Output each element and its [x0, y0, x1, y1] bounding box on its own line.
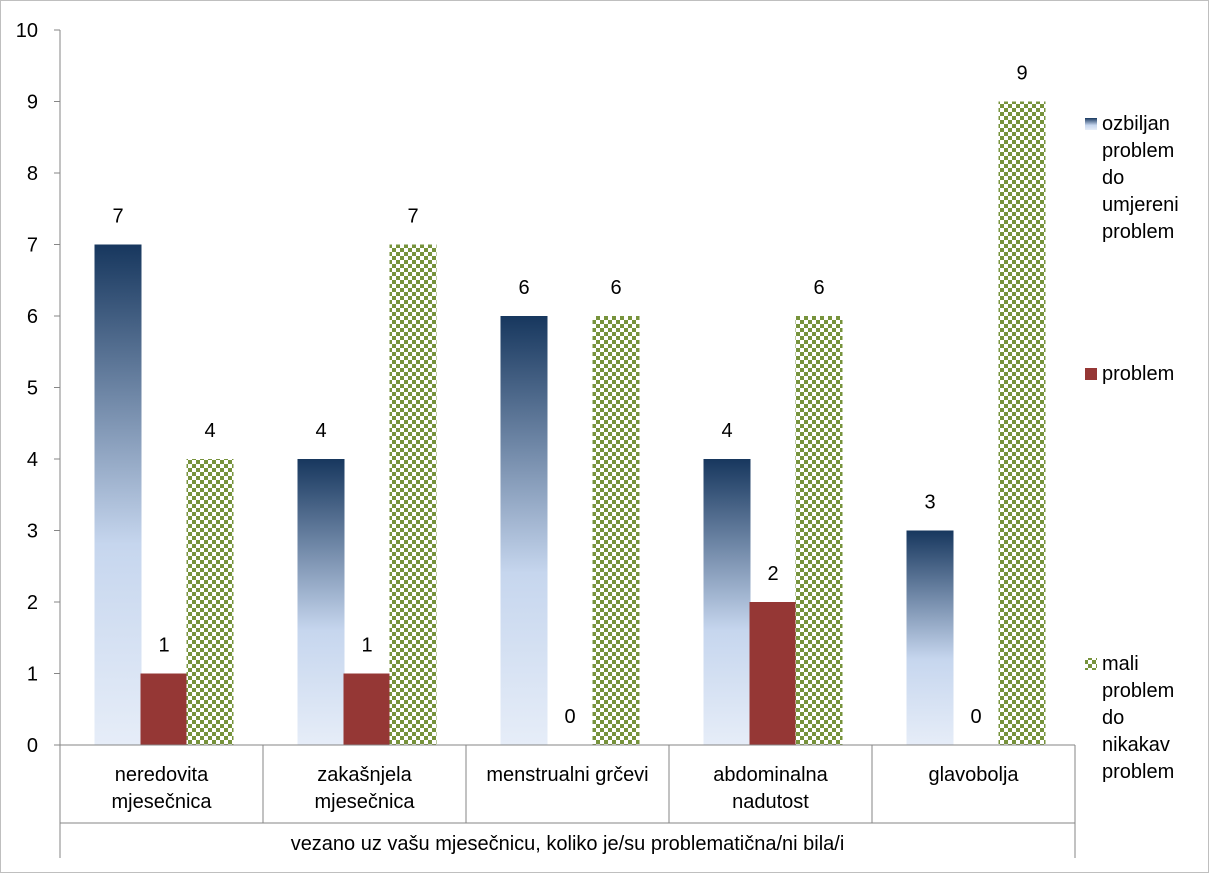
data-label: 4: [315, 420, 326, 442]
y-tick-label: 8: [27, 163, 38, 185]
data-label: 9: [1016, 63, 1027, 85]
data-label: 1: [158, 635, 169, 657]
bar-series-3: [998, 101, 1046, 745]
legend-label: ozbiljan: [1102, 113, 1170, 135]
bar-series-1: [297, 459, 345, 745]
legend-label: problem: [1102, 363, 1174, 385]
legend-label: problem: [1102, 140, 1174, 162]
y-tick-label: 6: [27, 306, 38, 328]
legend: ozbiljan problem do umjereni problem problem m…: [1085, 113, 1179, 783]
data-label: 1: [361, 635, 372, 657]
y-tick-label: 9: [27, 92, 38, 114]
bar-series-1: [703, 459, 751, 745]
data-label: 0: [564, 706, 575, 728]
category-label: abdominalna: [713, 764, 828, 786]
category-label: menstrualni grčevi: [486, 764, 648, 786]
data-labels: 7 4 6 4 3 1 1 0 2 0 4 7 6 6 9: [112, 63, 1027, 729]
bars: [94, 101, 1046, 745]
legend-label: mali: [1102, 653, 1139, 675]
y-tick-label: 10: [16, 20, 38, 42]
bar-series-2: [140, 673, 188, 745]
y-tick-label: 1: [27, 664, 38, 686]
category-label: glavobolja: [928, 764, 1019, 786]
group-label: vezano uz vašu mjesečnicu, koliko je/su …: [291, 833, 845, 855]
legend-label: nikakav: [1102, 734, 1170, 756]
bar-series-3: [795, 316, 843, 745]
y-tick-label: 7: [27, 235, 38, 257]
data-label: 6: [813, 277, 824, 299]
bar-series-1: [500, 316, 548, 745]
y-tick-label: 4: [27, 449, 38, 471]
category-label: nadutost: [732, 791, 809, 813]
y-tick-label: 3: [27, 521, 38, 543]
bar-series-3: [389, 244, 437, 745]
legend-swatch: [1085, 658, 1097, 670]
data-label: 0: [970, 706, 981, 728]
axes: 0 1 2 3 4 5 6 7 8 9 10: [16, 20, 61, 757]
legend-label: problem: [1102, 221, 1174, 243]
legend-label: umjereni: [1102, 194, 1179, 216]
data-label: 7: [407, 206, 418, 228]
bar-series-1: [906, 530, 954, 745]
legend-label: problem: [1102, 680, 1174, 702]
legend-label: problem: [1102, 761, 1174, 783]
category-label: mjesečnica: [111, 791, 212, 813]
x-axis: neredovita mjesečnica zakašnjela mjesečnica…: [59, 744, 1076, 858]
bar-series-3: [186, 459, 234, 745]
data-label: 7: [112, 206, 123, 228]
data-label: 3: [924, 492, 935, 514]
data-label: 2: [767, 563, 778, 585]
data-label: 4: [204, 420, 215, 442]
bar-series-1: [94, 244, 142, 745]
legend-swatch: [1085, 368, 1097, 380]
data-label: 6: [610, 277, 621, 299]
data-label: 6: [518, 277, 529, 299]
bar-series-2: [749, 602, 797, 745]
category-label: neredovita: [115, 764, 209, 786]
bar-series-3: [592, 316, 640, 745]
y-tick-label: 2: [27, 592, 38, 614]
legend-label: do: [1102, 167, 1124, 189]
y-tick-label: 5: [27, 378, 38, 400]
category-label: zakašnjela: [317, 764, 412, 786]
legend-swatch: [1085, 118, 1097, 130]
y-tick-label: 0: [27, 735, 38, 757]
data-label: 4: [721, 420, 732, 442]
category-label: mjesečnica: [314, 791, 415, 813]
bar-series-2: [343, 673, 391, 745]
legend-label: do: [1102, 707, 1124, 729]
